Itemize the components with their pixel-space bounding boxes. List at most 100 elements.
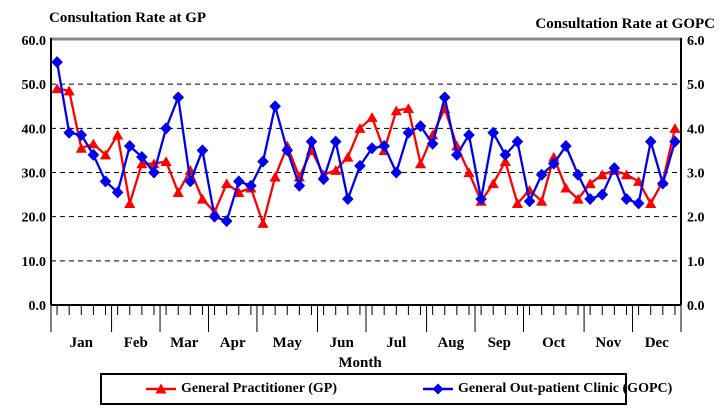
data-point-gopc bbox=[451, 148, 463, 161]
data-point-gopc bbox=[499, 148, 512, 161]
data-point-gp bbox=[414, 158, 427, 169]
data-point-gopc bbox=[63, 126, 75, 139]
data-point-gopc bbox=[632, 197, 645, 210]
data-point-gopc bbox=[184, 175, 197, 188]
data-point-gp bbox=[269, 171, 281, 182]
data-point-gp bbox=[221, 178, 233, 189]
data-point-gp bbox=[560, 182, 572, 193]
data-point-gopc bbox=[487, 126, 500, 139]
data-point-gp bbox=[402, 103, 415, 114]
left-axis-tick-label: 20.0 bbox=[22, 211, 47, 226]
data-point-gopc bbox=[560, 140, 572, 152]
data-point-gopc bbox=[196, 144, 209, 157]
right-axis-tick-label: 6.0 bbox=[687, 34, 705, 49]
month-label: Mar bbox=[170, 335, 199, 351]
data-point-gp bbox=[99, 149, 112, 160]
data-point-gp bbox=[511, 198, 524, 209]
x-axis-title: Month bbox=[338, 355, 382, 371]
month-label: Feb bbox=[124, 335, 148, 351]
legend-entry-gopc: General Out-patient Clinic (GOPC) bbox=[423, 381, 672, 397]
month-label: Jan bbox=[70, 335, 94, 351]
month-label: Sep bbox=[488, 335, 511, 351]
month-label: Jul bbox=[386, 335, 406, 351]
right-axis-tick-label: 1.0 bbox=[687, 255, 705, 270]
legend: General Practitioner (GP) General Out-pa… bbox=[100, 373, 672, 405]
data-point-gopc bbox=[366, 142, 378, 155]
data-point-gopc bbox=[475, 193, 487, 205]
data-point-gopc bbox=[438, 91, 451, 104]
data-point-gp bbox=[572, 193, 584, 204]
right-axis-title: Consultation Rate at GOPC bbox=[535, 16, 715, 32]
data-point-gp bbox=[136, 158, 148, 169]
month-label: Aug bbox=[437, 335, 464, 351]
data-point-gopc bbox=[329, 135, 342, 148]
data-point-gp bbox=[463, 167, 475, 178]
data-point-gopc bbox=[257, 155, 269, 168]
data-point-gopc bbox=[220, 215, 233, 228]
data-point-gp bbox=[63, 85, 75, 96]
month-label: Dec bbox=[645, 335, 669, 351]
data-point-gopc bbox=[572, 168, 584, 181]
right-axis-tick-label: 3.0 bbox=[687, 167, 705, 182]
data-point-gp bbox=[330, 165, 342, 175]
series-line-gopc bbox=[55, 61, 677, 223]
data-point-gopc bbox=[620, 193, 633, 205]
data-point-gopc bbox=[245, 179, 257, 192]
month-label: Oct bbox=[542, 335, 565, 351]
data-point-gp bbox=[257, 218, 269, 228]
gopc-line-diamond-marker-icon bbox=[423, 383, 454, 395]
data-point-gopc bbox=[75, 128, 88, 141]
data-point-gopc bbox=[547, 157, 560, 170]
legend-entry-gp: General Practitioner (GP) bbox=[146, 381, 337, 397]
left-axis-tick-label: 10.0 bbox=[22, 255, 47, 270]
data-point-gp bbox=[366, 112, 378, 122]
data-point-gopc bbox=[136, 151, 148, 164]
data-point-gopc bbox=[172, 91, 185, 104]
data-point-gopc bbox=[148, 166, 160, 179]
data-point-gopc bbox=[123, 140, 136, 152]
data-point-gopc bbox=[596, 188, 609, 201]
data-point-gopc bbox=[293, 179, 306, 192]
data-point-gp bbox=[596, 169, 608, 180]
gp-line-triangle-marker-icon bbox=[146, 383, 176, 394]
data-point-gopc bbox=[535, 168, 548, 181]
right-axis-tick-label: 4.0 bbox=[687, 122, 705, 137]
data-point-gp bbox=[51, 83, 63, 94]
legend-label-gp: General Practitioner (GP) bbox=[181, 381, 338, 396]
data-point-gopc bbox=[657, 177, 669, 190]
left-axis-title: Consultation Rate at GP bbox=[49, 10, 207, 26]
left-axis-tick-label: 30.0 bbox=[22, 167, 47, 182]
data-point-gopc bbox=[463, 128, 475, 141]
left-axis-tick-label: 0.0 bbox=[29, 299, 47, 314]
data-point-gp bbox=[499, 156, 511, 167]
data-point-gopc bbox=[523, 195, 536, 208]
data-point-gopc bbox=[426, 137, 439, 150]
left-axis-tick-label: 40.0 bbox=[22, 122, 47, 137]
data-point-gopc bbox=[669, 135, 681, 148]
data-point-gopc bbox=[160, 122, 172, 135]
data-point-gp bbox=[342, 151, 354, 162]
data-point-gopc bbox=[390, 166, 403, 179]
data-point-gp bbox=[620, 169, 633, 180]
month-label: May bbox=[273, 335, 303, 351]
data-point-gp bbox=[669, 123, 681, 133]
data-point-gp bbox=[487, 178, 499, 189]
data-point-gp bbox=[233, 187, 245, 197]
data-point-gp bbox=[112, 129, 124, 140]
right-axis-tick-label: 2.0 bbox=[687, 211, 705, 226]
data-point-gopc bbox=[208, 210, 221, 223]
data-point-gopc bbox=[342, 193, 354, 205]
data-point-gp bbox=[87, 138, 100, 149]
data-point-gp bbox=[124, 198, 136, 209]
data-point-gopc bbox=[644, 135, 657, 148]
data-point-gp bbox=[160, 156, 172, 167]
month-label: Apr bbox=[220, 335, 246, 351]
left-axis-tick-label: 60.0 bbox=[22, 34, 47, 49]
data-point-gopc bbox=[414, 120, 427, 133]
data-point-gp bbox=[196, 193, 209, 204]
data-point-gopc bbox=[354, 159, 366, 172]
data-point-gopc bbox=[317, 173, 330, 186]
data-point-gopc bbox=[402, 126, 415, 139]
right-axis-tick-label: 5.0 bbox=[687, 78, 705, 93]
